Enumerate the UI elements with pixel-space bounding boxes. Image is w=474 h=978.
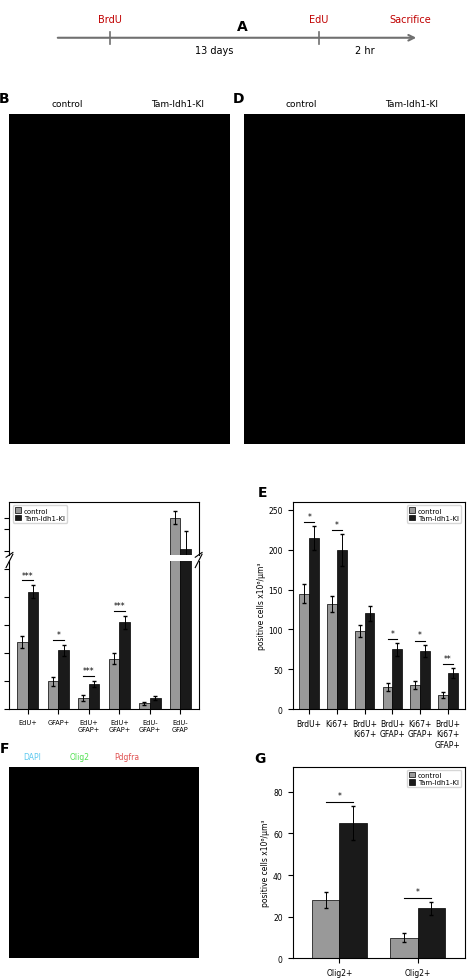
Bar: [28, 651, 38, 698]
Text: *: *: [307, 512, 311, 521]
Text: E: E: [258, 486, 268, 500]
Bar: [78, 693, 89, 698]
Bar: [392, 649, 402, 709]
Bar: [89, 685, 100, 709]
Bar: [418, 909, 445, 958]
Bar: [109, 659, 119, 709]
Bar: [58, 650, 69, 709]
Text: *: *: [335, 520, 339, 529]
Bar: [47, 687, 58, 698]
Text: *: *: [337, 791, 341, 800]
Bar: [119, 663, 130, 698]
Bar: [109, 678, 119, 698]
Bar: [300, 594, 309, 709]
Bar: [339, 823, 367, 958]
Bar: [78, 698, 89, 709]
Bar: [355, 632, 365, 709]
Bar: [365, 614, 374, 709]
Legend: control, Tam-Idh1-KI: control, Tam-Idh1-KI: [407, 771, 461, 787]
Legend: control, Tam-Idh1-KI: control, Tam-Idh1-KI: [13, 506, 67, 523]
Text: **: **: [444, 654, 452, 664]
Text: control: control: [285, 100, 317, 109]
Y-axis label: positive cells x10⁶/μm³: positive cells x10⁶/μm³: [261, 819, 270, 907]
Bar: [17, 671, 28, 698]
Bar: [89, 689, 100, 698]
Bar: [170, 518, 180, 698]
Legend: control, Tam-Idh1-KI: control, Tam-Idh1-KI: [407, 506, 461, 523]
Bar: [438, 695, 448, 709]
Text: Olig2: Olig2: [70, 752, 90, 761]
Text: DAPI: DAPI: [23, 752, 41, 761]
Text: Pdgfra: Pdgfra: [114, 752, 139, 761]
Bar: [17, 643, 28, 709]
Bar: [119, 623, 130, 709]
Bar: [150, 698, 161, 709]
Bar: [139, 704, 150, 709]
Bar: [390, 938, 418, 958]
Text: *: *: [56, 631, 60, 640]
Bar: [410, 686, 420, 709]
Text: ***: ***: [83, 667, 95, 676]
Bar: [309, 538, 319, 709]
Bar: [150, 693, 161, 698]
Bar: [448, 674, 457, 709]
Text: B: B: [0, 92, 9, 106]
Bar: [180, 340, 191, 709]
Bar: [312, 900, 339, 958]
Bar: [337, 551, 346, 709]
Text: ***: ***: [113, 601, 125, 610]
Bar: [383, 688, 392, 709]
Text: ***: ***: [22, 571, 34, 580]
Y-axis label: positive cells x10⁶/μm³: positive cells x10⁶/μm³: [256, 562, 265, 649]
Text: MERGE: MERGE: [160, 752, 188, 761]
Text: *: *: [418, 631, 422, 640]
Text: *: *: [391, 629, 394, 638]
Text: *: *: [416, 887, 419, 896]
Text: BrdU: BrdU: [98, 16, 121, 25]
Text: control: control: [51, 100, 82, 109]
Bar: [327, 604, 337, 709]
Text: Tam-Idh1-KI: Tam-Idh1-KI: [151, 100, 204, 109]
Text: D: D: [233, 92, 244, 106]
Bar: [28, 592, 38, 709]
Bar: [47, 682, 58, 709]
Text: Sacrifice: Sacrifice: [389, 16, 431, 25]
Text: 2 hr: 2 hr: [355, 46, 374, 56]
Bar: [139, 696, 150, 698]
Text: F: F: [0, 741, 9, 755]
Text: G: G: [255, 751, 266, 766]
Text: Tam-Idh1-KI: Tam-Idh1-KI: [385, 100, 438, 109]
Bar: [58, 675, 69, 698]
Bar: [180, 550, 191, 698]
Text: 13 days: 13 days: [195, 46, 233, 56]
Bar: [420, 651, 430, 709]
Bar: [170, 262, 180, 709]
Text: A: A: [237, 20, 248, 33]
Text: EdU: EdU: [309, 16, 328, 25]
